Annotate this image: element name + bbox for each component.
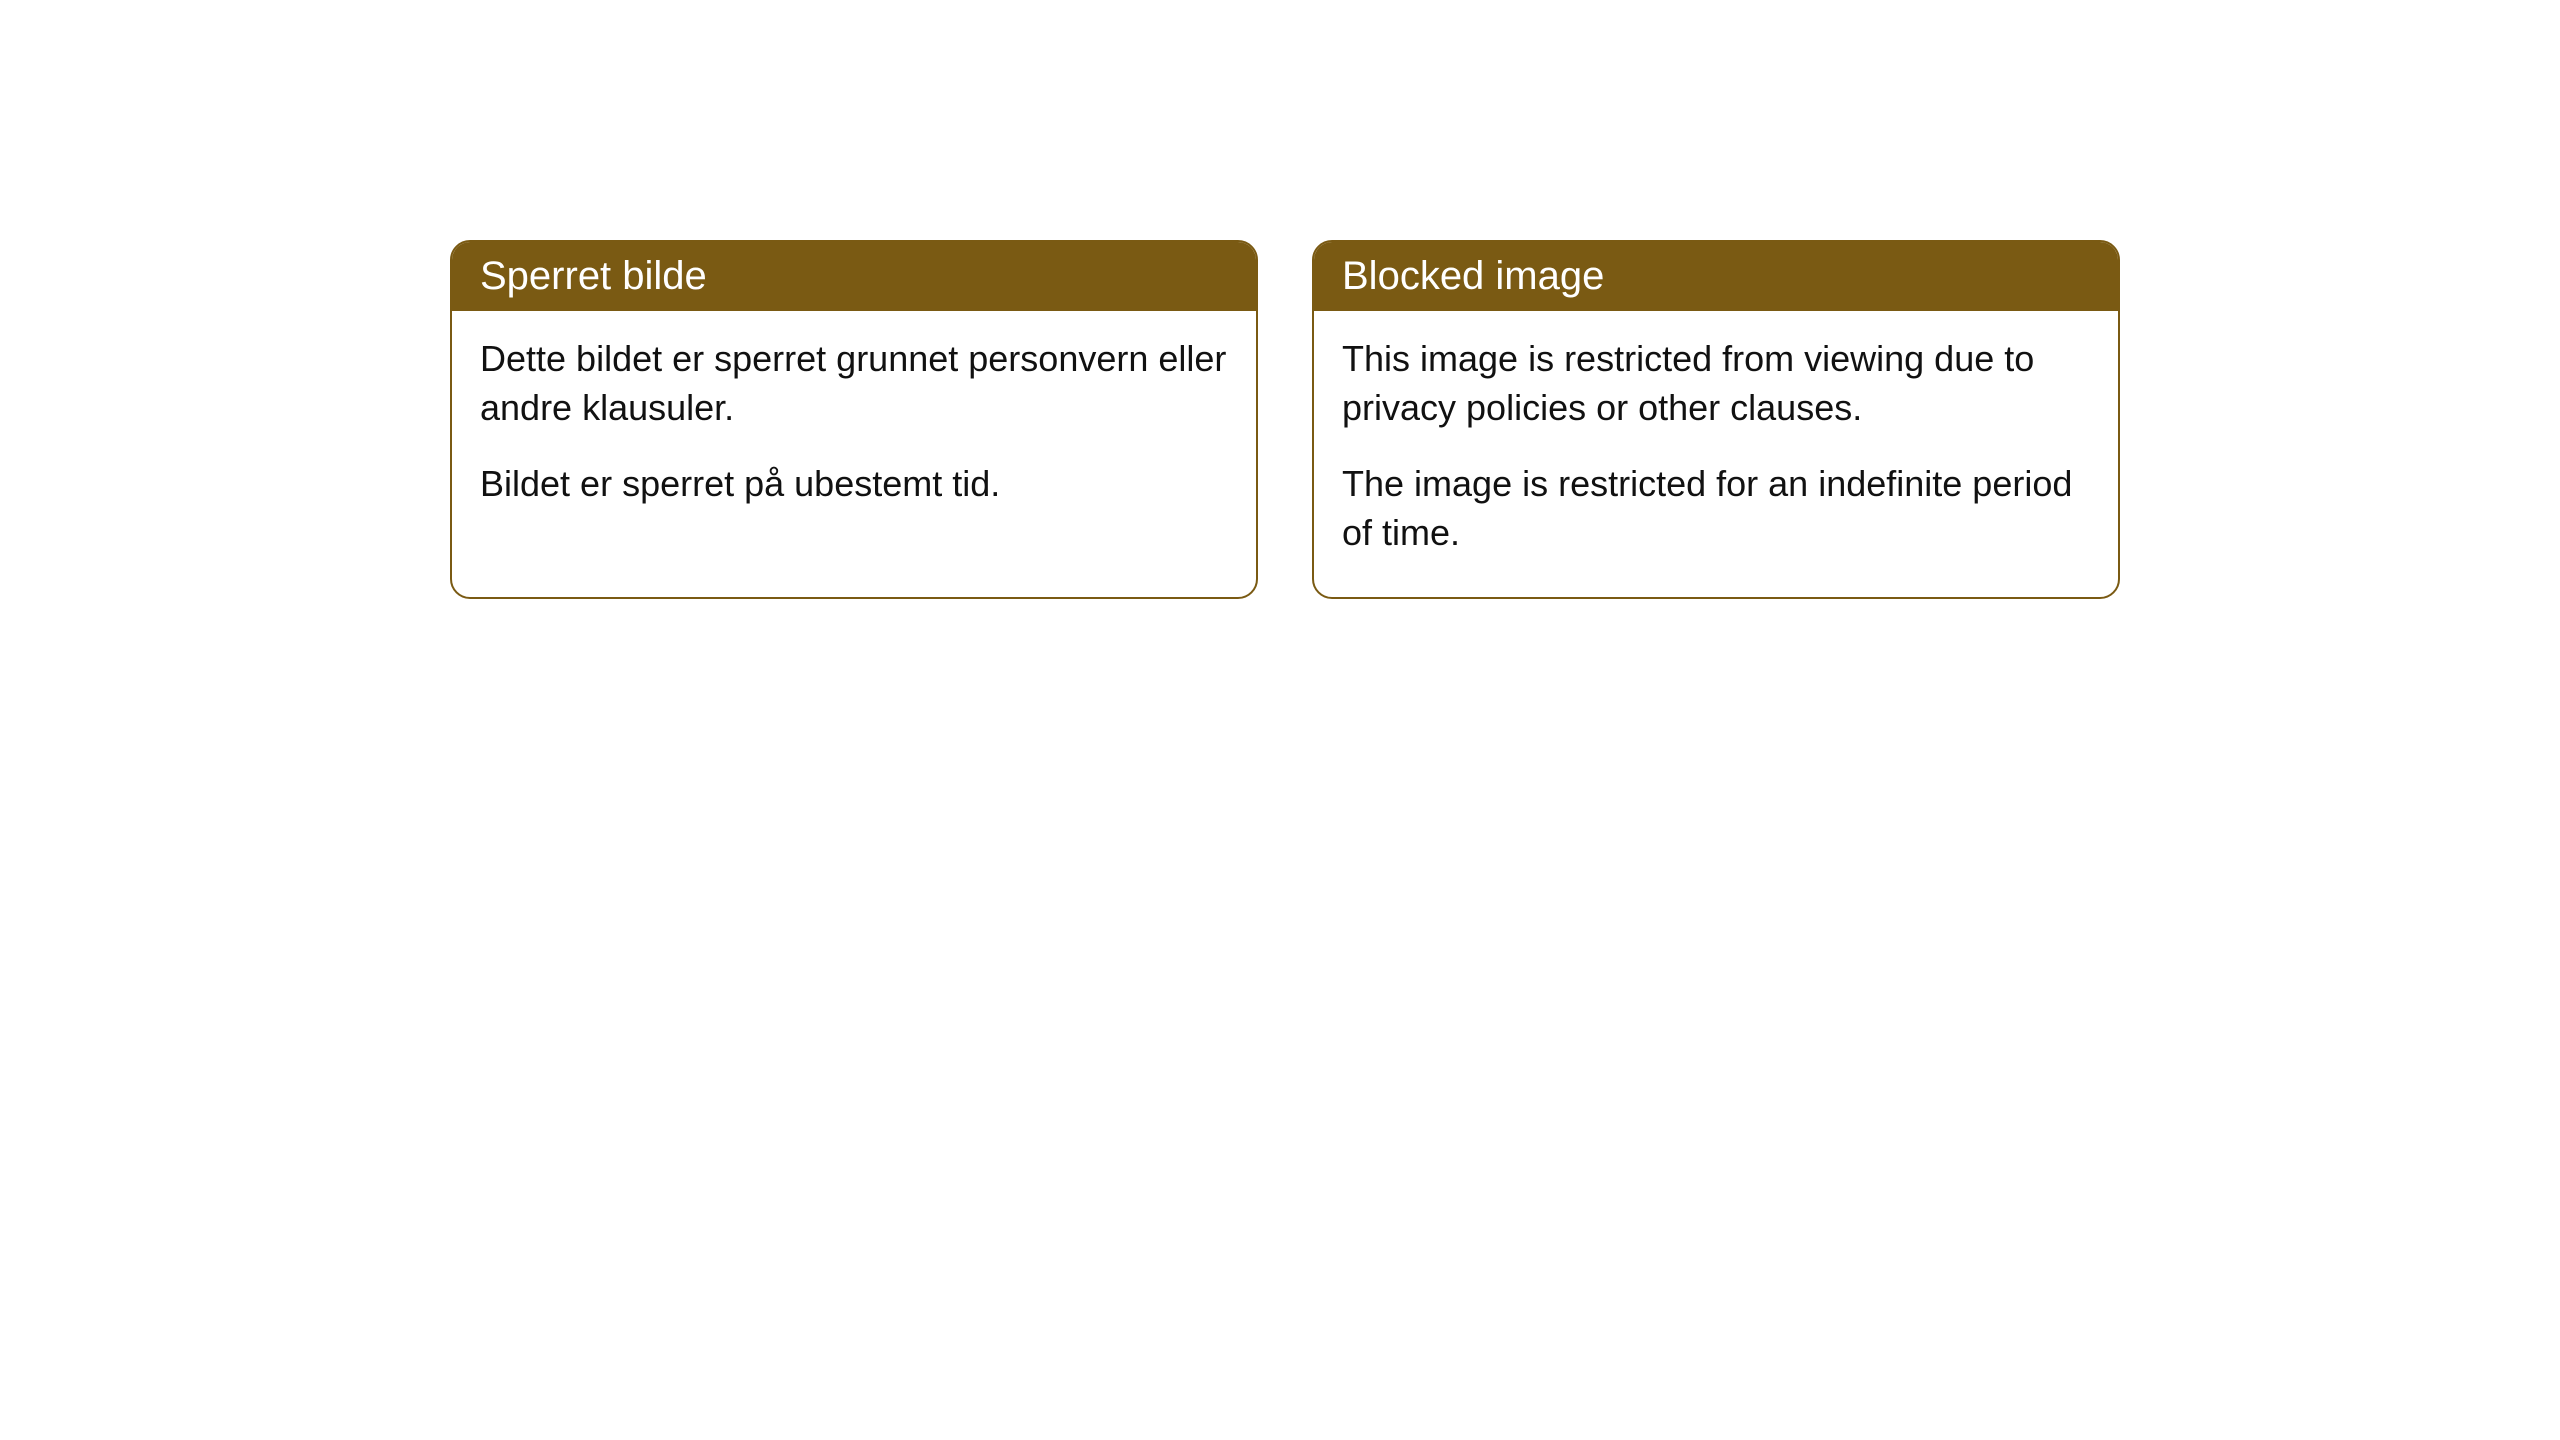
card-paragraph: Dette bildet er sperret grunnet personve… xyxy=(480,335,1228,432)
card-paragraph: The image is restricted for an indefinit… xyxy=(1342,460,2090,557)
card-header: Sperret bilde xyxy=(452,242,1256,311)
notice-cards-row: Sperret bilde Dette bildet er sperret gr… xyxy=(450,240,2120,599)
card-body: This image is restricted from viewing du… xyxy=(1314,311,2118,597)
card-paragraph: Bildet er sperret på ubestemt tid. xyxy=(480,460,1228,509)
notice-card-english: Blocked image This image is restricted f… xyxy=(1312,240,2120,599)
card-header: Blocked image xyxy=(1314,242,2118,311)
card-paragraph: This image is restricted from viewing du… xyxy=(1342,335,2090,432)
notice-card-norwegian: Sperret bilde Dette bildet er sperret gr… xyxy=(450,240,1258,599)
card-title: Sperret bilde xyxy=(480,254,707,298)
card-body: Dette bildet er sperret grunnet personve… xyxy=(452,311,1256,549)
card-title: Blocked image xyxy=(1342,254,1604,298)
